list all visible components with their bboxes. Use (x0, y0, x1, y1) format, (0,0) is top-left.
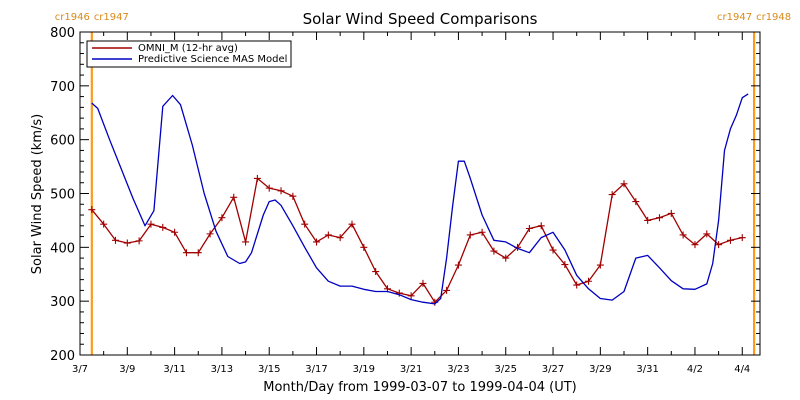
x-tick-label: 3/31 (636, 364, 658, 375)
y-axis-label: Solar Wind Speed (km/s) (30, 114, 45, 274)
omni-data-point (703, 230, 711, 238)
mas-series-line (91, 93, 749, 305)
x-tick-label: 3/13 (211, 364, 233, 375)
omni-data-point (194, 249, 202, 257)
omni-data-point (655, 214, 663, 222)
omni-data-point (182, 249, 190, 257)
omni-data-point (407, 292, 415, 300)
chart-title: Solar Wind Speed Comparisons (303, 10, 538, 28)
series-layer (88, 93, 749, 306)
omni-data-point (289, 192, 297, 200)
y-tick-label: 800 (50, 26, 75, 41)
y-tick-label: 200 (50, 349, 75, 364)
omni-data-point (242, 238, 250, 246)
omni-data-point (608, 191, 616, 199)
omni-data-point (111, 236, 119, 244)
omni-data-point (466, 231, 474, 239)
omni-data-point (147, 220, 155, 228)
omni-data-point (443, 286, 451, 294)
x-tick-label: 3/19 (353, 364, 375, 375)
x-tick-label: 4/2 (687, 364, 703, 375)
x-tick-label: 4/4 (734, 364, 750, 375)
omni-data-point (561, 261, 569, 269)
omni-data-point (419, 279, 427, 287)
omni-data-point (360, 243, 368, 251)
y-tick-label: 300 (50, 295, 75, 310)
omni-data-point (348, 220, 356, 228)
omni-data-point (478, 228, 486, 236)
omni-data-point (596, 261, 604, 269)
x-tick-label: 3/23 (447, 364, 469, 375)
omni-data-point (372, 268, 380, 276)
omni-data-point (230, 193, 238, 201)
omni-data-point (88, 206, 96, 214)
omni-data-point (726, 236, 734, 244)
x-tick-label: 3/17 (305, 364, 327, 375)
x-tick-label: 3/21 (400, 364, 422, 375)
y-tick-label: 500 (50, 188, 75, 203)
x-tick-label: 3/29 (589, 364, 611, 375)
x-tick-label: 3/15 (258, 364, 280, 375)
x-axis-label: Month/Day from 1999-03-07 to 1999-04-04 … (263, 380, 576, 395)
x-tick-label: 3/11 (163, 364, 185, 375)
legend-label-mas: Predictive Science MAS Model (138, 54, 287, 65)
omni-data-point (738, 234, 746, 242)
omni-data-point (667, 209, 675, 217)
omni-data-point (159, 223, 167, 231)
omni-series-line (91, 177, 743, 303)
plot-frame (79, 31, 761, 356)
legend: OMNI_M (12-hr avg) Predictive Science MA… (86, 40, 292, 68)
omni-data-point (395, 289, 403, 297)
omni-data-point (620, 180, 628, 188)
rotation-label: cr1948 (756, 12, 791, 23)
omni-data-point (549, 246, 557, 254)
omni-data-point (324, 231, 332, 239)
omni-data-point (585, 277, 593, 285)
x-tick-label: 3/9 (119, 364, 135, 375)
omni-data-point (336, 234, 344, 242)
omni-data-point (277, 187, 285, 195)
rotation-label: cr1947 (717, 12, 752, 23)
omni-data-point (123, 239, 131, 247)
omni-data-point (253, 174, 261, 182)
axes: 3/7 3/9 3/11 3/13 3/15 3/17 3/19 3/21 3/23 3/25 3/… (50, 26, 760, 375)
x-tick-label: 3/27 (542, 364, 564, 375)
omni-data-point (265, 184, 273, 192)
y-tick-label: 600 (50, 134, 75, 149)
legend-box (86, 40, 292, 68)
omni-data-point (644, 216, 652, 224)
omni-data-point (490, 247, 498, 255)
omni-data-point (218, 214, 226, 222)
omni-data-point (502, 254, 510, 262)
omni-data-point (100, 220, 108, 228)
omni-data-point (301, 220, 309, 228)
x-tick-label: 3/7 (72, 364, 88, 375)
rotation-label: cr1947 (94, 12, 129, 23)
rotation-label: cr1946 (55, 12, 90, 23)
omni-data-point (679, 231, 687, 239)
omni-data-point (537, 222, 545, 230)
omni-data-point (171, 228, 179, 236)
x-tick-label: 3/25 (495, 364, 517, 375)
y-tick-label: 400 (50, 241, 75, 256)
omni-data-point (573, 281, 581, 289)
omni-data-point (135, 237, 143, 245)
omni-data-point (691, 241, 699, 249)
omni-data-point (715, 241, 723, 249)
omni-data-point (632, 198, 640, 206)
omni-data-point (454, 261, 462, 269)
y-tick-label: 700 (50, 80, 75, 95)
omni-data-point (525, 224, 533, 232)
omni-data-point (313, 238, 321, 246)
omni-data-point (206, 230, 214, 238)
legend-label-omni: OMNI_M (12-hr avg) (138, 43, 238, 54)
